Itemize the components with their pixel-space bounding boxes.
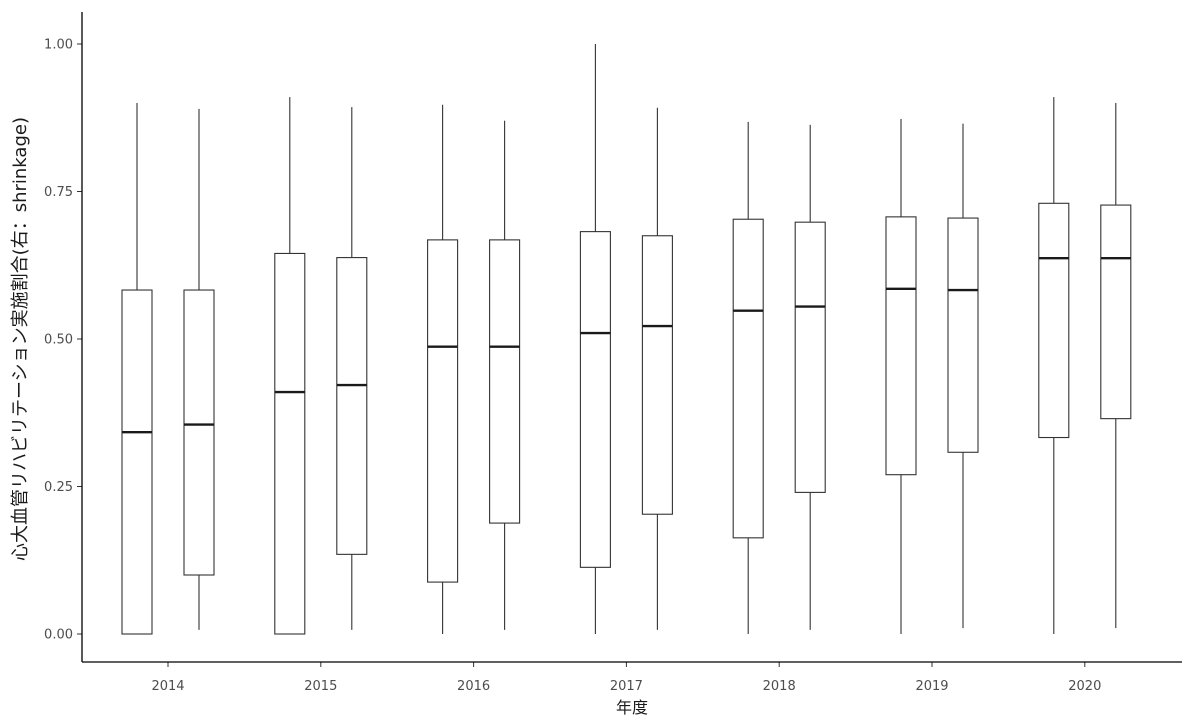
x-tick-label: 2017 — [610, 679, 643, 694]
box-body — [1038, 202, 1070, 439]
box-groups — [121, 44, 1132, 635]
box-body — [732, 218, 764, 539]
box-body — [183, 289, 215, 576]
x-tick-label: 2015 — [304, 679, 337, 694]
y-tick-label: 0.25 — [44, 480, 73, 495]
box-group — [274, 97, 306, 635]
box-group — [121, 103, 153, 635]
box-group — [885, 118, 917, 634]
box-body — [641, 235, 673, 515]
box-body — [579, 231, 611, 568]
box-body — [274, 252, 306, 635]
box-group — [1100, 103, 1132, 629]
y-axis-label-group: 心大血管リハビリテーション実施割合(右：shrinkage) — [10, 117, 31, 561]
x-tick-label: 2018 — [763, 679, 796, 694]
x-tick-label: 2019 — [915, 679, 948, 694]
box-body — [427, 239, 459, 583]
box-body — [336, 257, 368, 555]
box-group — [336, 107, 368, 630]
box-group — [947, 123, 979, 629]
y-tick-label: 0.50 — [44, 333, 73, 348]
y-tick-label: 0.75 — [44, 185, 73, 200]
box-body — [1100, 204, 1132, 420]
box-group — [579, 44, 611, 634]
box-body — [947, 217, 979, 453]
y-axis-ticks: 0.00 0.25 0.50 0.75 1.00 — [44, 38, 82, 643]
box-group — [794, 124, 826, 630]
y-axis-label: 心大血管リハビリテーション実施割合(右：shrinkage) — [10, 117, 31, 561]
box-body — [121, 289, 153, 635]
x-axis-ticks: 2014 2015 2016 2017 2018 2019 2020 — [151, 662, 1101, 694]
box-group — [641, 107, 673, 630]
box-group — [732, 121, 764, 634]
x-axis-label: 年度 — [616, 698, 648, 717]
box-body — [794, 221, 826, 493]
x-tick-label: 2016 — [457, 679, 490, 694]
box-group — [489, 120, 521, 630]
box-group — [183, 108, 215, 630]
x-tick-label: 2020 — [1068, 679, 1101, 694]
box-group — [427, 104, 459, 634]
box-body — [885, 216, 917, 476]
y-tick-label: 1.00 — [44, 38, 73, 53]
box-body — [489, 239, 521, 524]
x-tick-label: 2014 — [151, 679, 184, 694]
box-group — [1038, 97, 1070, 634]
y-tick-label: 0.00 — [44, 628, 73, 643]
